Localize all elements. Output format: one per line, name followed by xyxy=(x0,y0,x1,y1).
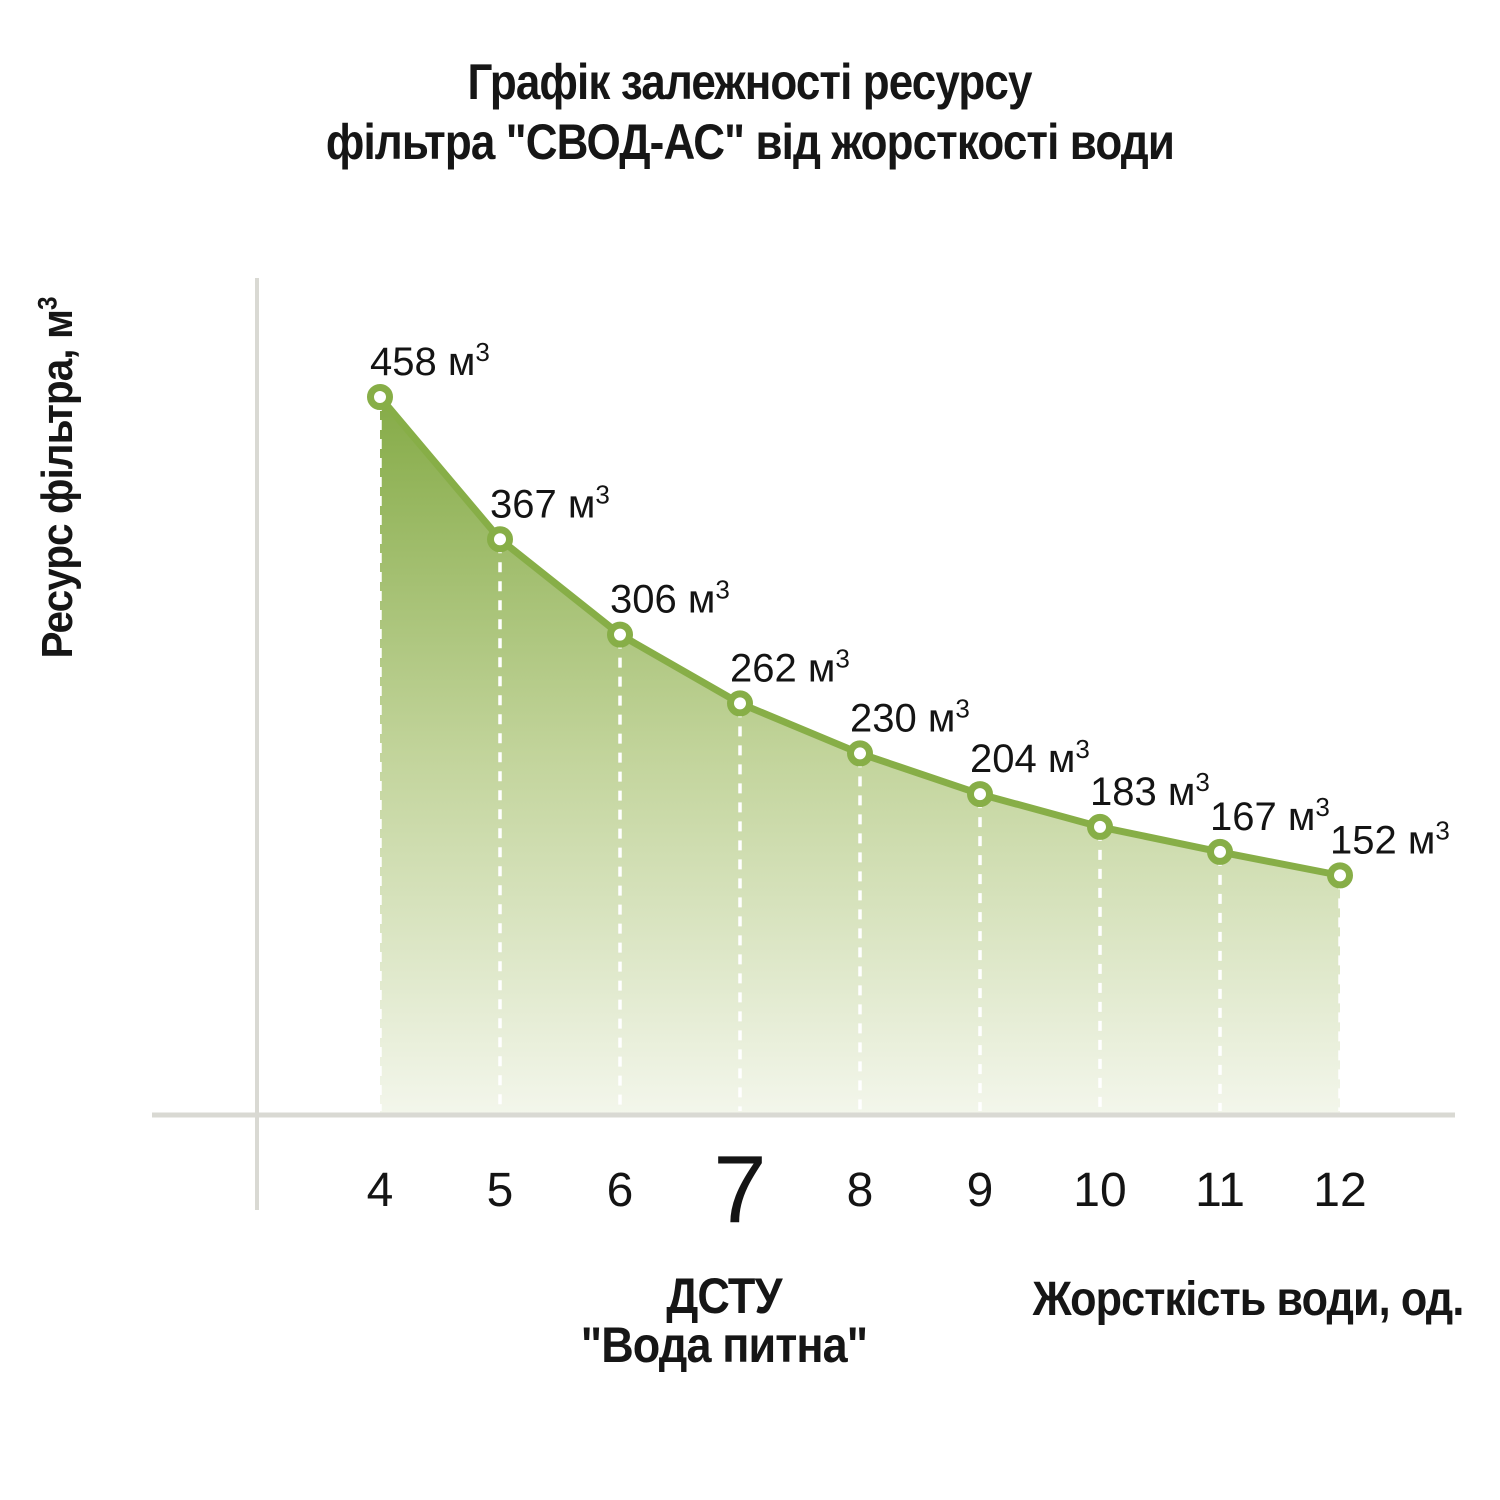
data-point-marker-9 xyxy=(967,781,993,808)
x-tick-label-6: 6 xyxy=(607,1164,634,1217)
data-value-label-9: 204 м3 xyxy=(970,734,1090,781)
data-value-label-6: 306 м3 xyxy=(610,575,730,622)
x-tick-label-11: 11 xyxy=(1195,1164,1245,1217)
chart-title-line2: фільтра "СВОД-АС" від жорсткості води xyxy=(325,114,1175,170)
x-tick-label-10: 10 xyxy=(1073,1164,1126,1217)
x-tick-label-12: 12 xyxy=(1313,1164,1366,1217)
data-point-marker-11 xyxy=(1207,838,1233,865)
x-tick-label-4: 4 xyxy=(367,1164,394,1217)
chart-title: Графік залежності ресурсу фільтра "СВОД-… xyxy=(0,52,1500,172)
x-tick-label-5: 5 xyxy=(487,1164,514,1217)
x-axis-annotation-line2: "Вода питна" xyxy=(580,1317,868,1373)
data-value-label-12: 152 м3 xyxy=(1330,815,1450,862)
data-value-label-11: 167 м3 xyxy=(1210,792,1330,839)
data-point-marker-4 xyxy=(367,384,393,410)
data-point-marker-5 xyxy=(487,526,513,553)
data-value-label-8: 230 м3 xyxy=(850,693,970,740)
chart-title-line1: Графік залежності ресурсу xyxy=(467,54,1033,110)
data-value-label-5: 367 м3 xyxy=(490,479,610,526)
data-point-marker-8 xyxy=(847,740,873,767)
x-axis-label: Жорсткість води, од. xyxy=(1009,1272,1488,1327)
data-value-label-4: 458 м3 xyxy=(370,337,490,384)
x-tick-label-7: 7 xyxy=(713,1136,766,1243)
data-point-marker-6 xyxy=(607,621,633,648)
x-axis-annotation-dstu: ДСТУ "Вода питна" xyxy=(565,1268,883,1373)
data-point-marker-12 xyxy=(1327,862,1353,889)
x-tick-label-9: 9 xyxy=(967,1164,994,1217)
x-axis-label-text: Жорсткість води, од. xyxy=(1032,1273,1465,1326)
data-value-label-10: 183 м3 xyxy=(1090,767,1210,814)
data-point-marker-10 xyxy=(1087,813,1113,840)
x-tick-label-8: 8 xyxy=(847,1164,874,1217)
data-value-label-7: 262 м3 xyxy=(730,643,850,690)
data-point-marker-7 xyxy=(727,690,753,717)
x-axis-annotation-line1: ДСТУ xyxy=(666,1268,782,1324)
